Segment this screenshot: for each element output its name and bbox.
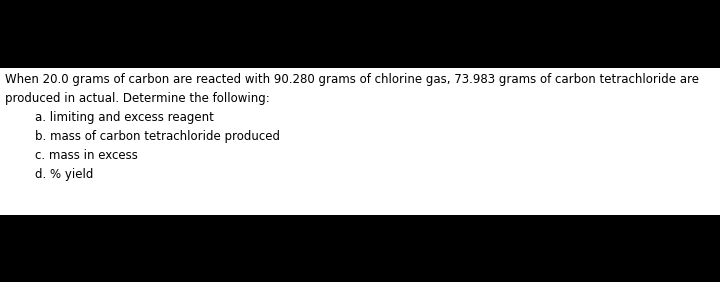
Text: c. mass in excess: c. mass in excess [5, 149, 138, 162]
Text: When 20.0 grams of carbon are reacted with 90.280 grams of chlorine gas, 73.983 : When 20.0 grams of carbon are reacted wi… [5, 73, 699, 86]
Text: d. % yield: d. % yield [5, 168, 94, 181]
Text: b. mass of carbon tetrachloride produced: b. mass of carbon tetrachloride produced [5, 130, 280, 143]
Bar [0, 68, 720, 215]
Text: produced in actual. Determine the following:: produced in actual. Determine the follow… [5, 92, 270, 105]
Text: a. limiting and excess reagent: a. limiting and excess reagent [5, 111, 214, 124]
